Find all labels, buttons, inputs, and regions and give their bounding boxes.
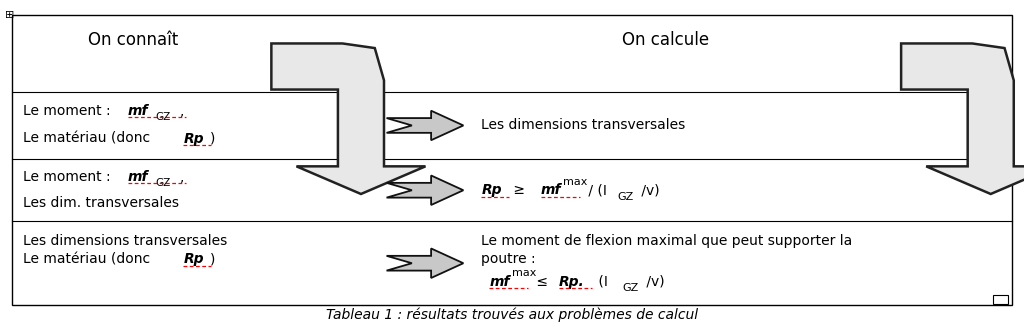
Text: mf: mf: [541, 183, 561, 197]
Polygon shape: [271, 44, 426, 194]
Text: Tableau 1 : résultats trouvés aux problèmes de calcul: Tableau 1 : résultats trouvés aux problè…: [326, 308, 698, 322]
Text: ≤: ≤: [532, 275, 553, 289]
Text: Les dimensions transversales: Les dimensions transversales: [481, 118, 685, 133]
Text: ): ): [210, 252, 215, 266]
Text: ≥: ≥: [509, 183, 529, 197]
Polygon shape: [387, 111, 463, 140]
Text: (I: (I: [594, 275, 608, 289]
Text: On connaît: On connaît: [88, 31, 178, 49]
Text: mf: mf: [489, 275, 510, 289]
Text: / (I: / (I: [584, 183, 606, 197]
Text: poutre :: poutre :: [481, 252, 536, 266]
Text: Le matériau (donc: Le matériau (donc: [23, 132, 154, 146]
Text: /v): /v): [637, 183, 659, 197]
Text: Rp: Rp: [183, 252, 204, 266]
Text: ,: ,: [180, 104, 184, 118]
Text: Le moment :: Le moment :: [23, 170, 115, 184]
Text: Le matériau (donc: Le matériau (donc: [23, 252, 154, 266]
Text: Le moment de flexion maximal que peut supporter la: Le moment de flexion maximal que peut su…: [481, 235, 853, 249]
Text: Les dimensions transversales: Les dimensions transversales: [23, 235, 226, 249]
Text: GZ: GZ: [156, 178, 171, 188]
Bar: [12, 15, 1012, 305]
Text: max: max: [563, 177, 588, 187]
Polygon shape: [387, 175, 463, 205]
Polygon shape: [387, 249, 463, 278]
Text: ,: ,: [180, 170, 184, 184]
Text: ⊞: ⊞: [5, 10, 14, 20]
Text: Les dim. transversales: Les dim. transversales: [23, 196, 178, 210]
Text: GZ: GZ: [156, 112, 171, 122]
Text: Rp: Rp: [183, 132, 204, 146]
Text: /v): /v): [642, 275, 665, 289]
Text: GZ: GZ: [617, 192, 634, 202]
Text: Rp.: Rp.: [559, 275, 585, 289]
Text: Le moment :: Le moment :: [23, 104, 115, 118]
Polygon shape: [901, 44, 1024, 194]
Text: mf: mf: [128, 104, 148, 118]
Text: ): ): [210, 132, 215, 146]
Text: GZ: GZ: [623, 283, 639, 293]
Text: Rp: Rp: [481, 183, 502, 197]
Text: mf: mf: [128, 170, 148, 184]
Text: max: max: [512, 268, 537, 278]
Text: On calcule: On calcule: [622, 31, 710, 49]
Bar: [993, 295, 1008, 304]
